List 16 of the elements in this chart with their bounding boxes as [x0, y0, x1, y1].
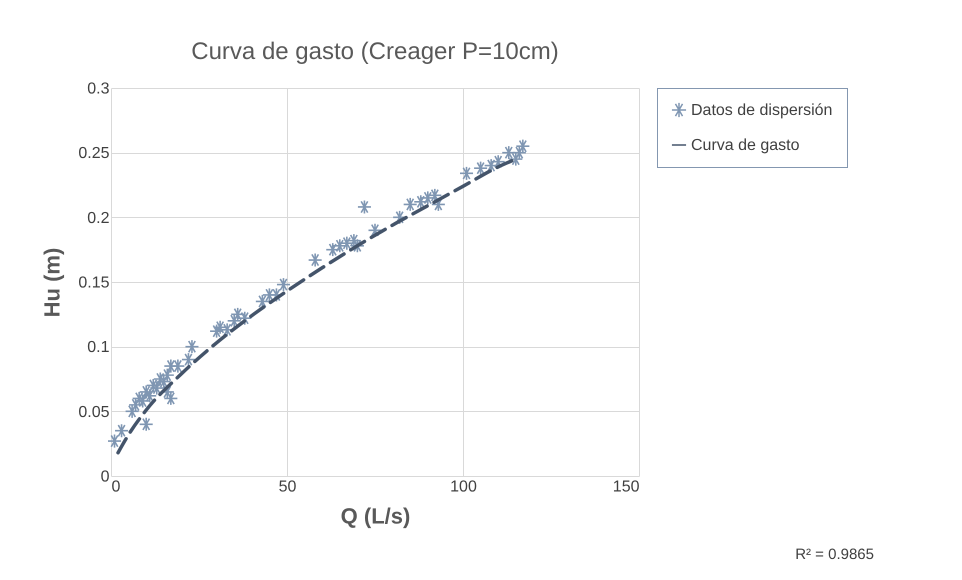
x-tick-label: 50: [278, 478, 296, 496]
x-tick-label: 150: [612, 478, 640, 496]
legend-label: Curva de gasto: [691, 137, 800, 154]
text: R² = 0.9865: [795, 546, 874, 563]
y-tick-label: 0.15: [78, 274, 110, 292]
x-axis-title: Q (L/s): [340, 504, 410, 528]
y-tick-label: 0.25: [78, 145, 110, 162]
y-tick-label: 0.05: [78, 404, 110, 421]
y-axis-title: Hu (m): [39, 248, 64, 318]
y-tick-label: 0.1: [87, 339, 110, 356]
x-tick-label: 100: [450, 478, 477, 496]
legend-label: Datos de dispersión: [691, 102, 832, 119]
x-tick-label: 0: [112, 478, 120, 496]
y-tick-label: 0.3: [87, 80, 110, 98]
chart-title: Curva de gasto (Creager P=10cm): [191, 38, 559, 65]
y-tick-label: 0.2: [87, 210, 110, 227]
